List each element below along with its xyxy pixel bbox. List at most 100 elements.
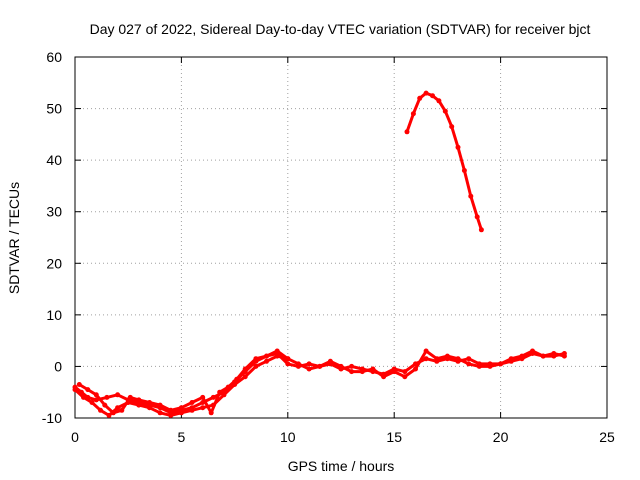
data-point [200,405,206,411]
data-point [466,356,472,362]
data-point [89,400,95,405]
data-point [102,402,108,408]
data-point [434,356,440,362]
data-point [168,407,174,413]
data-point [436,98,442,104]
data-point [110,410,116,416]
data-point [189,407,195,413]
data-point [127,394,133,400]
data-point [423,356,429,362]
data-point [147,400,152,405]
data-point [242,366,248,372]
data-point [208,410,214,416]
data-point [76,382,82,387]
data-point [85,387,91,393]
data-point [217,389,223,395]
data-point [253,356,259,362]
data-point [136,402,142,408]
data-point [306,366,312,372]
data-point [285,361,291,367]
data-point [404,129,410,135]
data-point [530,348,535,354]
x-tick-label: 15 [386,429,402,445]
data-point [561,351,567,356]
data-point [200,394,206,400]
y-axis-label: SDTVAR / TECUs [6,182,22,294]
y-tick-label: -10 [42,410,62,426]
y-tick-label: 30 [46,204,62,220]
data-point [413,366,418,372]
data-point [157,410,163,416]
data-point [234,376,240,382]
data-point [157,402,163,408]
data-point [455,356,461,362]
data-point [551,353,557,359]
data-point [81,394,86,400]
x-tick-label: 5 [178,429,186,445]
data-point [327,358,333,364]
data-point [106,412,112,418]
grid-lines [75,57,607,418]
data-point [466,361,472,367]
data-point [274,348,280,354]
data-point [359,369,365,375]
data-point [402,369,408,375]
y-tick-label: 50 [46,101,62,117]
data-point [72,387,78,393]
x-tick-label: 0 [71,429,79,445]
x-tick-label: 10 [280,429,296,445]
data-point [540,353,546,359]
data-point [98,407,103,413]
x-axis-label: GPS time / hours [288,458,395,474]
data-point [381,374,387,380]
data-point [306,361,312,367]
data-point [508,356,514,362]
x-tick-label: 25 [599,429,615,445]
data-point [221,392,227,398]
y-tick-label: 20 [46,255,62,271]
data-point [115,405,121,411]
data-point [410,111,416,117]
y-tick-label: 60 [46,49,62,65]
data-point [349,369,355,375]
data-point [519,353,525,359]
data-point [225,384,231,390]
data-point [442,108,448,114]
data-point [449,124,455,130]
data-point [430,93,435,99]
data-point [285,356,291,362]
data-point [423,348,429,354]
data-point [317,363,323,369]
data-point [370,366,376,372]
data-point [487,363,493,369]
data-point [147,405,152,411]
data-point [93,392,99,398]
data-point [461,168,467,173]
data-point [478,227,484,233]
data-point [391,369,397,375]
data-point [474,214,480,220]
data-point [264,358,269,364]
data-point [210,394,216,400]
data-point [178,410,184,416]
axis-ticks: 0 5 10 15 20 25 -10 0 10 20 30 40 50 60 [42,49,615,445]
data-point [115,392,121,398]
data-point [498,361,504,367]
data-point [468,193,474,199]
y-tick-label: 10 [46,307,62,323]
data-point [189,400,195,405]
data-point [136,397,142,403]
y-tick-label: 40 [46,152,62,168]
data-point [242,374,248,380]
series-line-4 [405,91,483,232]
data-point [423,90,429,96]
data-point [417,95,423,101]
y-tick-label: 0 [54,358,62,374]
data-point [168,412,174,418]
data-point [274,353,280,359]
data-point [295,361,301,367]
data-point [402,374,408,380]
data-point [349,363,355,369]
data-point [455,144,461,150]
